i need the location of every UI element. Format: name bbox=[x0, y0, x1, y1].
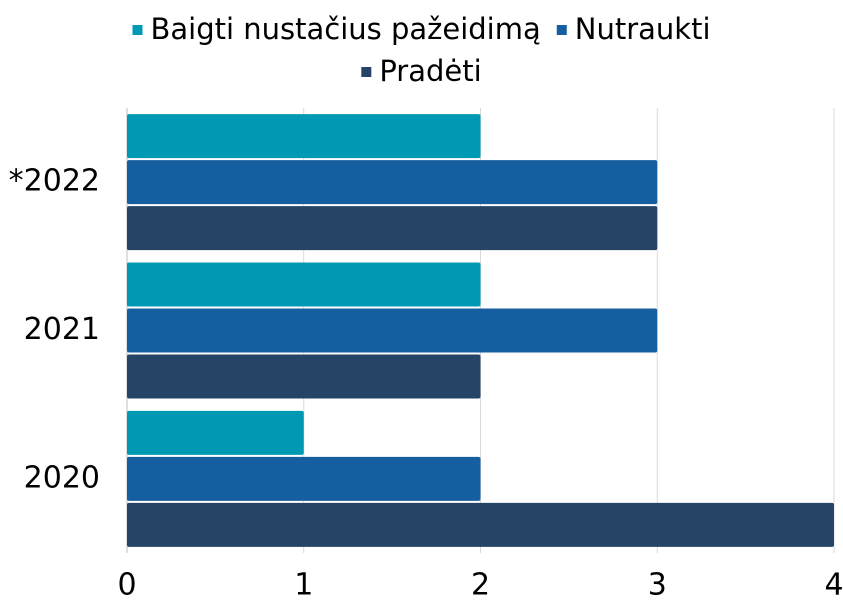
legend-swatch bbox=[132, 25, 143, 35]
bar bbox=[127, 502, 834, 547]
bar bbox=[127, 354, 481, 399]
legend-swatch bbox=[556, 25, 567, 35]
x-tick-label: 4 bbox=[824, 568, 843, 603]
y-tick-label: 2021 bbox=[24, 312, 100, 347]
x-tick-label: 3 bbox=[648, 568, 667, 603]
bar bbox=[127, 114, 481, 159]
legend-label: Baigti nustačius pažeidimą bbox=[150, 12, 540, 46]
bar bbox=[127, 262, 481, 307]
y-tick-label: *2022 bbox=[9, 164, 100, 199]
bar bbox=[127, 456, 481, 501]
bar bbox=[127, 410, 304, 455]
x-tick-label: 2 bbox=[471, 568, 490, 603]
bar bbox=[127, 308, 658, 353]
legend-label: Nutraukti bbox=[575, 12, 711, 46]
bar bbox=[127, 206, 658, 251]
x-tick-label: 1 bbox=[294, 568, 313, 603]
y-tick-label: 2020 bbox=[24, 460, 100, 495]
legend-swatch bbox=[361, 67, 372, 77]
bar bbox=[127, 160, 658, 205]
x-tick-label: 0 bbox=[117, 568, 136, 603]
legend-label: Pradėti bbox=[379, 54, 481, 88]
